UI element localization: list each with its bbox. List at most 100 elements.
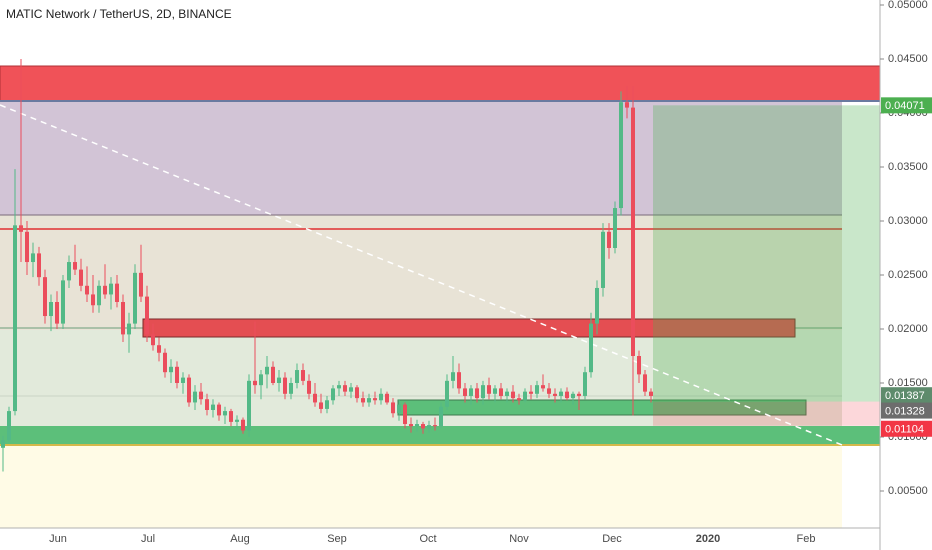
candle-body bbox=[487, 385, 491, 394]
candle-body bbox=[433, 425, 437, 427]
candle-body bbox=[265, 366, 269, 375]
candle-body bbox=[625, 102, 629, 108]
price-tag-label: 0.01387 bbox=[885, 390, 925, 402]
y-tick-label: 0.02000 bbox=[888, 323, 928, 335]
candle-body bbox=[637, 356, 641, 375]
candle-body bbox=[463, 388, 467, 396]
candle-body bbox=[169, 366, 173, 373]
candle-body bbox=[73, 262, 77, 270]
candle-body bbox=[247, 380, 251, 431]
candle-body bbox=[13, 225, 17, 412]
y-tick-label: 0.01500 bbox=[888, 377, 928, 389]
x-tick-label: Feb bbox=[797, 533, 816, 545]
candle-body bbox=[7, 411, 11, 441]
x-tick-label: Dec bbox=[602, 533, 622, 545]
candle-body bbox=[91, 294, 95, 306]
candle-body bbox=[415, 424, 419, 427]
candle-body bbox=[97, 285, 101, 306]
candle-body bbox=[181, 377, 185, 383]
candle-body bbox=[367, 398, 371, 403]
candle-body bbox=[259, 374, 263, 386]
candle-body bbox=[139, 272, 143, 297]
trend-line bbox=[0, 104, 843, 446]
candle-body bbox=[199, 391, 203, 400]
candle-body bbox=[133, 272, 137, 324]
price-tag bbox=[881, 387, 932, 404]
candle-body bbox=[649, 391, 653, 396]
candle-body bbox=[127, 323, 131, 335]
candle-body bbox=[49, 302, 53, 317]
candle-body bbox=[571, 393, 575, 399]
price-tag-label: 0.01104 bbox=[885, 424, 924, 436]
candle-body bbox=[1, 440, 5, 448]
candle-body bbox=[601, 231, 605, 288]
candle-body bbox=[505, 391, 509, 396]
candle-body bbox=[229, 411, 233, 422]
candle-body bbox=[397, 404, 401, 414]
candle-body bbox=[205, 399, 209, 410]
candle-body bbox=[613, 208, 617, 248]
candle-body bbox=[55, 302, 59, 324]
candle-body bbox=[163, 352, 167, 373]
candle-body bbox=[43, 277, 47, 317]
candle-body bbox=[283, 377, 287, 394]
stop-zone bbox=[653, 401, 880, 426]
candle-body bbox=[577, 393, 581, 396]
candle-body bbox=[277, 377, 281, 383]
candle-body bbox=[217, 404, 221, 416]
candle-body bbox=[151, 334, 155, 346]
chart-title: MATIC Network / TetherUS, 2D, BINANCE bbox=[6, 7, 232, 21]
candle-body bbox=[631, 107, 635, 356]
zone bbox=[0, 445, 842, 528]
x-tick-label: Oct bbox=[419, 533, 436, 545]
candle-body bbox=[271, 366, 275, 383]
candle-body bbox=[337, 385, 341, 389]
candle-body bbox=[253, 380, 257, 386]
candle-body bbox=[313, 393, 317, 403]
candle-body bbox=[391, 402, 395, 414]
candle-body bbox=[211, 404, 215, 410]
candle-body bbox=[187, 377, 191, 403]
y-tick-label: 0.03500 bbox=[888, 161, 928, 173]
candle-body bbox=[307, 380, 311, 394]
candle-body bbox=[109, 283, 113, 295]
price-tag bbox=[881, 97, 932, 114]
target-zone bbox=[653, 105, 880, 402]
candle-body bbox=[193, 391, 197, 403]
x-tick-label: Sep bbox=[327, 533, 347, 545]
zone bbox=[0, 215, 842, 330]
candle-body bbox=[607, 231, 611, 248]
candle-body bbox=[439, 406, 443, 427]
candle-body bbox=[319, 402, 323, 409]
candle-body bbox=[157, 345, 161, 353]
candle-body bbox=[289, 383, 293, 394]
price-tag bbox=[881, 420, 932, 437]
x-tick-label: Aug bbox=[230, 533, 250, 545]
candle-body bbox=[499, 388, 503, 396]
candle-body bbox=[175, 366, 179, 383]
price-tag-label: 0.04071 bbox=[885, 100, 925, 112]
x-tick-label: Jul bbox=[141, 533, 155, 545]
candle-body bbox=[145, 296, 149, 335]
candle-body bbox=[517, 398, 521, 401]
candle-body bbox=[223, 411, 227, 416]
candle-body bbox=[379, 393, 383, 401]
drawings bbox=[0, 59, 880, 528]
candle-body bbox=[421, 424, 425, 429]
candle-body bbox=[565, 391, 569, 399]
candle-body bbox=[445, 380, 449, 407]
candle-body bbox=[85, 285, 89, 295]
candle-body bbox=[79, 269, 83, 286]
candle-body bbox=[529, 391, 533, 394]
candle-body bbox=[121, 302, 125, 335]
y-tick-label: 0.04500 bbox=[888, 53, 928, 65]
candle-body bbox=[235, 419, 239, 422]
candle-body bbox=[583, 372, 587, 396]
candle-body bbox=[493, 388, 497, 394]
candle-body bbox=[325, 400, 329, 409]
candle-body bbox=[103, 285, 107, 295]
candle-body bbox=[19, 225, 23, 232]
candle-body bbox=[559, 391, 563, 396]
candle-body bbox=[619, 102, 623, 209]
